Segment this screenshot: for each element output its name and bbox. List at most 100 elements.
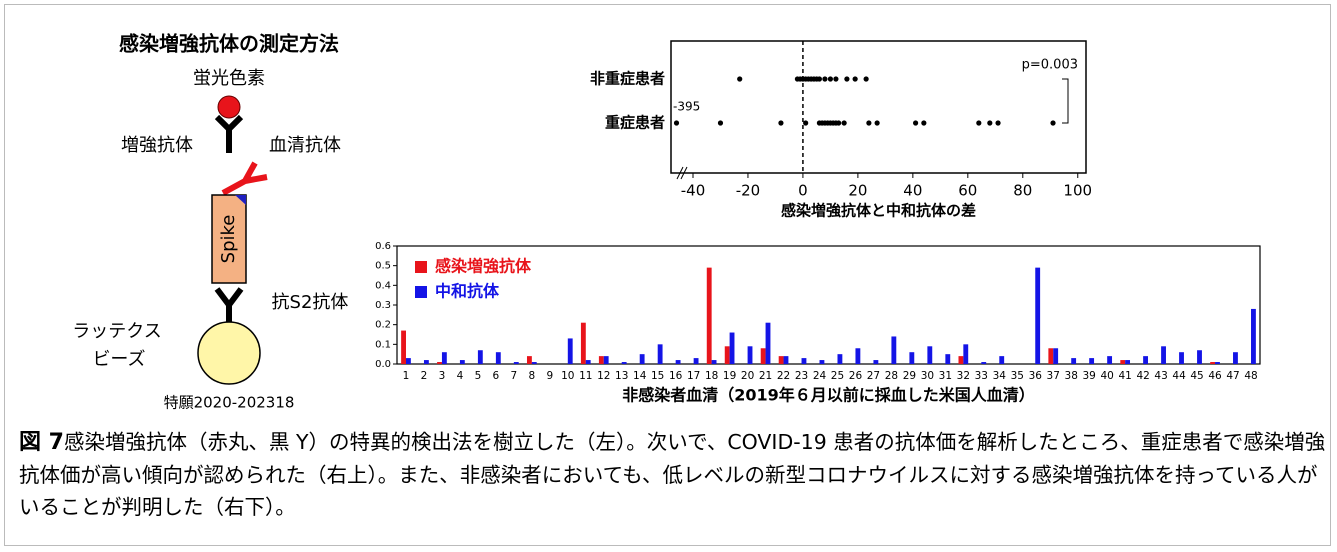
x-tick-label: 34 [993,370,1007,382]
x-tick-label: -20 [736,182,761,200]
bar [909,352,914,364]
legend-label: 中和抗体 [435,282,500,301]
x-tick-label: 7 [511,370,518,382]
bar [599,356,604,364]
x-tick-label: 15 [651,370,664,382]
x-tick-label: 2 [421,370,428,382]
diagram: 感染増強抗体の測定方法 蛍光色素 増強抗体 血清抗体 Spike 抗S2抗体 ラ… [72,32,348,412]
legend-swatch [415,286,427,298]
x-tick-label: 80 [1013,182,1032,200]
x-tick-label: 35 [1011,370,1024,382]
label: 抗S2抗体 [272,292,349,313]
x-tick-label: 28 [885,370,898,382]
x-tick-label: 32 [957,370,970,382]
x-tick-label: 36 [1029,370,1043,382]
x-tick-label: 0 [798,182,808,200]
bar [963,344,968,364]
x-tick-label: 18 [705,370,718,382]
label: Spike [218,215,239,264]
y-tick-label: 0.5 [375,261,391,272]
bar [478,350,483,364]
x-tick-label: 17 [687,370,700,382]
label: 血清抗体 [269,135,341,156]
point [1050,120,1055,125]
bar [945,354,950,364]
bar [604,356,609,364]
bar [725,346,730,364]
point [778,120,783,125]
point [875,120,880,125]
bar [1071,358,1076,364]
y-tick-label: 0.0 [375,359,391,370]
x-tick-label: 22 [777,370,790,382]
point [803,120,808,125]
bar [958,356,963,364]
x-tick-label: 60 [958,182,977,200]
bar [496,352,501,364]
x-tick-label: 12 [597,370,610,382]
bar [891,336,896,364]
bead [198,322,260,384]
point [987,120,992,125]
legend-swatch [415,261,427,273]
figure-graphics: 感染増強抗体の測定方法 蛍光色素 増強抗体 血清抗体 Spike 抗S2抗体 ラ… [5,5,1332,420]
x-tick-label: 8 [529,370,536,382]
bar [581,323,586,364]
bar [766,323,771,364]
label: ビーズ [92,349,145,370]
x-tick-label: 10 [561,370,574,382]
bar [873,360,878,364]
point [921,120,926,125]
x-tick-label: 6 [493,370,500,382]
bar [1120,360,1125,364]
bar [855,348,860,364]
x-tick-label: 41 [1118,370,1131,382]
bar [1125,360,1130,364]
x-tick-label: 13 [615,370,628,382]
bar [1233,352,1238,364]
bar [568,338,573,364]
figure: 感染増強抗体の測定方法 蛍光色素 増強抗体 血清抗体 Spike 抗S2抗体 ラ… [4,4,1331,546]
x-tick-label: 16 [669,370,683,382]
bar [406,358,411,364]
label: ラッテクス [72,321,161,342]
category-label: 非重症患者 [590,70,665,88]
y-tick-label: 0.4 [375,280,391,291]
y-tick-label: 0.6 [375,241,391,252]
bar [802,358,807,364]
bar [1035,268,1040,364]
bar [784,356,789,364]
x-tick-label: 39 [1083,370,1096,382]
dye [218,96,240,118]
point [828,76,833,81]
x-tick-label: 43 [1154,370,1167,382]
y-tick-label: 0.2 [375,320,391,331]
bar [712,360,717,364]
point [864,76,869,81]
x-tick-label: 23 [795,370,808,382]
bar [460,360,465,364]
x-tick-label: 47 [1226,370,1239,382]
bar [586,360,591,364]
enhancing-antibody [217,117,241,153]
bar [442,352,447,364]
x-tick-label: 100 [1063,182,1092,200]
x-tick-label: 46 [1208,370,1222,382]
point [737,76,742,81]
x-tick-label: 4 [457,370,464,382]
x-tick-label: 31 [939,370,952,382]
x-tick-label: 3 [439,370,446,382]
point [866,120,871,125]
x-tick-label: 40 [903,182,922,200]
point [718,120,723,125]
x-tick-label: 21 [759,370,772,382]
bar [837,354,842,364]
bar [927,346,932,364]
bar [1089,358,1094,364]
x-tick-label: 11 [579,370,592,382]
bar-chart: 0.00.10.20.30.40.50.61234567891011121314… [375,241,1260,405]
point [844,76,849,81]
outlier-label: -395 [673,100,700,114]
point [853,76,858,81]
caption-text: 感染増強抗体（赤丸、黒 Y）の特異的検出法を樹立した（左）。次いで、COVID-… [19,430,1325,519]
